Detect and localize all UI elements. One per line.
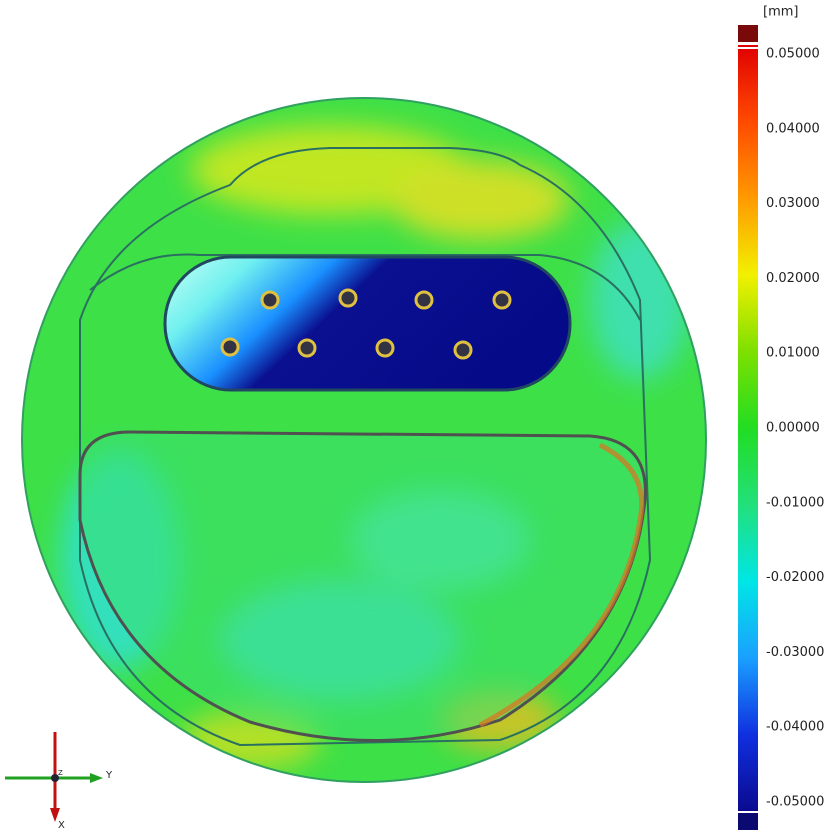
scale-tick-label: 0.00000 <box>766 421 820 436</box>
scale-tick-label: 0.02000 <box>766 271 820 286</box>
scale-tick-label: -0.02000 <box>766 570 824 585</box>
color-scale <box>738 45 758 811</box>
pocket <box>78 430 647 742</box>
holes <box>220 288 512 360</box>
scale-tick-label: 0.01000 <box>766 346 820 361</box>
overflow-high <box>738 25 758 42</box>
y-axis-label: Y <box>105 770 113 781</box>
part-outline <box>21 97 707 783</box>
scale-tick-label: -0.05000 <box>766 795 824 810</box>
scale-tick-label: 0.04000 <box>766 121 820 136</box>
overflow-low <box>738 813 758 830</box>
scale-ticks: 0.05000 0.04000 0.03000 0.02000 0.01000 0.000… <box>766 47 824 810</box>
scale-tick-label: 0.03000 <box>766 196 820 211</box>
axis-triad: Y X Z <box>5 732 113 831</box>
unit-label: [mm] <box>763 5 798 20</box>
slot <box>163 255 572 392</box>
z-axis-label: Z <box>58 769 63 777</box>
scale-tick-label: -0.03000 <box>766 645 824 660</box>
scale-tick-label: -0.01000 <box>766 495 824 510</box>
pocket-edge <box>478 442 645 728</box>
x-axis-label: X <box>58 820 65 831</box>
scale-tick-label: -0.04000 <box>766 720 824 735</box>
scale-tick-label: 0.05000 <box>766 47 820 62</box>
